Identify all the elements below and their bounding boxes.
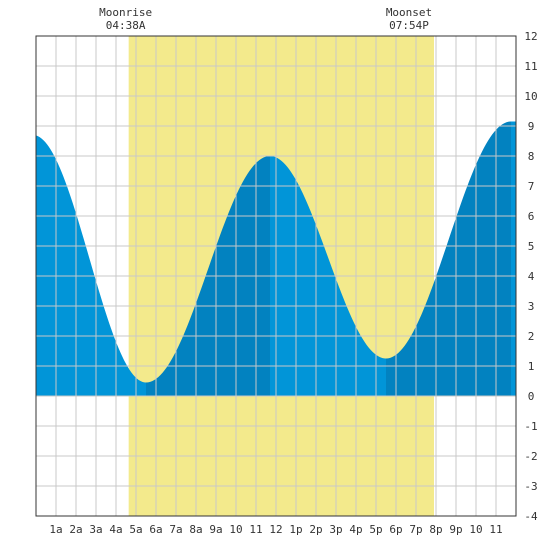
y-tick-label: 3 — [528, 300, 535, 313]
y-tick-label: 9 — [528, 120, 535, 133]
x-tick-label: 2p — [309, 523, 322, 536]
tide-segment-falling — [511, 121, 516, 396]
moonrise-time: 04:38A — [106, 19, 146, 32]
tide-segment-rising — [386, 121, 511, 396]
y-tick-label: 4 — [528, 270, 535, 283]
x-tick-label: 9p — [449, 523, 462, 536]
grid-lines — [36, 36, 516, 516]
moonset-label: Moonset — [386, 6, 432, 19]
y-tick-label: 7 — [528, 180, 535, 193]
y-tick-label: 1 — [528, 360, 535, 373]
x-tick-label: 3p — [329, 523, 342, 536]
y-tick-label: 10 — [524, 90, 537, 103]
x-tick-label: 10 — [469, 523, 482, 536]
x-tick-label: 2a — [69, 523, 82, 536]
y-tick-label: 11 — [524, 60, 537, 73]
x-tick-label: 7a — [169, 523, 182, 536]
x-tick-label: 5p — [369, 523, 382, 536]
x-tick-label: 3a — [89, 523, 102, 536]
x-axis-ticks: 1a 2a 3a 4a 5a 6a 7a 8a 9a 10 11 12 1p 2p 3p 4p 5p 6p 7p 8p… — [49, 523, 502, 536]
y-tick-label: 12 — [524, 30, 537, 43]
x-tick-label: 11 — [249, 523, 262, 536]
x-tick-label: 8p — [429, 523, 442, 536]
x-tick-label: 8a — [189, 523, 202, 536]
y-tick-label: -4 — [524, 510, 538, 523]
x-tick-label: 4p — [349, 523, 362, 536]
x-tick-label: 9a — [209, 523, 222, 536]
y-tick-label: 2 — [528, 330, 535, 343]
x-tick-label: 11 — [489, 523, 502, 536]
x-tick-label: 4a — [109, 523, 122, 536]
tide-segment-falling — [36, 135, 146, 396]
y-tick-label: -2 — [524, 450, 537, 463]
x-tick-label: 6a — [149, 523, 162, 536]
x-tick-label: 1a — [49, 523, 62, 536]
y-tick-label: 5 — [528, 240, 535, 253]
y-tick-label: 8 — [528, 150, 535, 163]
moonset-time: 07:54P — [389, 19, 429, 32]
plot-border — [35, 35, 517, 517]
x-tick-label: 1p — [289, 523, 302, 536]
y-tick-label: 0 — [528, 390, 535, 403]
x-tick-label: 12 — [269, 523, 282, 536]
x-tick-label: 5a — [129, 523, 142, 536]
x-tick-label: 7p — [409, 523, 422, 536]
y-tick-label: -3 — [524, 480, 537, 493]
x-tick-label: 6p — [389, 523, 402, 536]
moonrise-label: Moonrise — [99, 6, 152, 19]
x-tick-label: 10 — [229, 523, 242, 536]
y-tick-label: -1 — [524, 420, 537, 433]
y-tick-label: 6 — [528, 210, 535, 223]
